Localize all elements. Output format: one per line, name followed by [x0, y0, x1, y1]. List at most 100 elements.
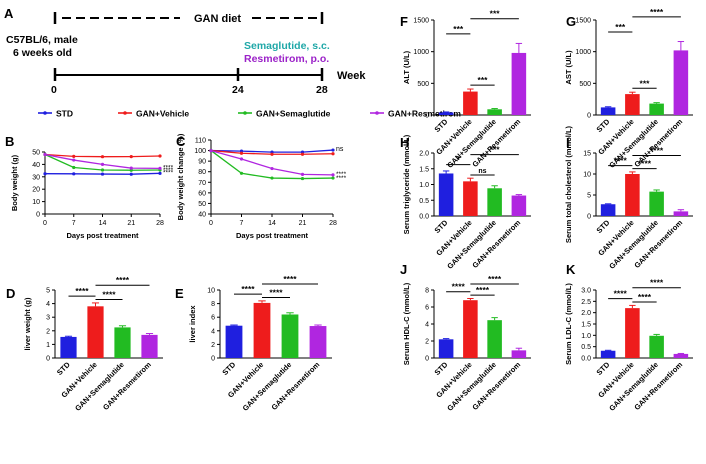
y-axis-label: liver index — [188, 305, 197, 343]
significance-label: **** — [638, 159, 652, 169]
y-tick-label: 5 — [587, 193, 591, 200]
panel-letter-e: E — [175, 286, 184, 301]
y-tick-label: 8 — [211, 301, 215, 308]
panel-a: A GAN diet C57BL/6, male 6 weeks old Sem… — [4, 6, 366, 96]
data-point-vehicle — [331, 152, 335, 156]
significance-label: *** — [615, 22, 626, 32]
y-tick-label: 0 — [425, 356, 429, 363]
y-tick-label: 10 — [207, 288, 215, 295]
legend-label-sema: GAN+Semaglutide — [256, 109, 331, 119]
y-tick-label: 0 — [425, 113, 429, 120]
significance-label: **** — [116, 275, 130, 285]
data-point-std — [100, 172, 105, 176]
data-point-sema — [72, 165, 76, 170]
bar-std — [225, 325, 243, 358]
bar-vehicle — [625, 308, 640, 358]
y-tick-label: 2 — [46, 328, 50, 335]
data-point-resm — [100, 162, 105, 166]
bar-std — [438, 173, 454, 216]
y-tick-label: 15 — [583, 151, 591, 158]
y-tick-label: 6 — [211, 315, 215, 322]
data-point-vehicle — [270, 152, 274, 156]
y-tick-label: 1000 — [413, 49, 429, 56]
legend-marker-sema — [243, 111, 247, 115]
category-label: STD — [433, 360, 450, 377]
y-tick-label: 2.0 — [581, 310, 591, 317]
y-tick-label: 2 — [425, 339, 429, 346]
data-point-std — [43, 172, 47, 176]
significance-label: **** — [75, 286, 89, 296]
significance-label: * — [457, 155, 461, 165]
y-tick-label: 3.0 — [581, 288, 591, 295]
bar-vehicle — [463, 91, 478, 115]
y-tick-label: 40 — [32, 162, 40, 169]
y-tick-label: 2.0 — [419, 151, 429, 158]
significance-label: *** — [453, 24, 464, 34]
significance-label: *** — [478, 75, 489, 85]
x-axis-label: Days post treatment — [236, 231, 309, 240]
bar-sema — [281, 314, 299, 358]
significance-label: *** — [490, 9, 501, 19]
series-legend: STD GAN+Vehicle GAN+Semaglutide GAN+Resmeti… — [38, 109, 461, 119]
y-tick-label: 50 — [32, 150, 40, 157]
significance-label: **** — [283, 274, 297, 284]
panel-letter-f: F — [400, 14, 408, 29]
bar-std — [438, 339, 454, 358]
data-point-resm — [209, 148, 213, 153]
y-tick-label: 0 — [587, 214, 591, 221]
significance-label: *** — [640, 78, 651, 88]
significance-label: **** — [102, 290, 116, 300]
y-tick-label: 500 — [579, 81, 591, 88]
x-tick-label: 28 — [156, 220, 164, 227]
data-point-std — [129, 172, 133, 176]
y-tick-label: 500 — [417, 81, 429, 88]
bar-sema — [649, 191, 664, 216]
category-label: STD — [55, 360, 72, 377]
y-tick-label: 20 — [32, 187, 40, 194]
y-tick-label: 110 — [195, 138, 206, 145]
significance-label: **** — [336, 171, 347, 178]
x-tick-label: 7 — [72, 220, 76, 227]
bar-sema — [487, 109, 502, 115]
bar-std — [600, 107, 616, 115]
legend-marker-std — [43, 111, 47, 115]
panel-letter-c: C — [176, 134, 186, 149]
significance-label: **** — [650, 7, 664, 17]
data-point-sema — [239, 171, 244, 175]
data-point-std — [72, 172, 76, 176]
data-point-vehicle — [129, 154, 133, 159]
y-tick-label: 50 — [198, 201, 206, 208]
bar-std — [600, 350, 616, 358]
significance-label: ns — [336, 146, 344, 153]
bar-sema — [114, 327, 131, 358]
bar-vehicle — [625, 174, 640, 216]
category-label: STD — [595, 218, 612, 235]
y-tick-label: 10 — [583, 172, 591, 179]
data-point-sema — [300, 176, 305, 181]
bar-std — [438, 112, 454, 115]
chart-k: K 0.0 0.5 1.0 1.5 2.0 2.5 3.0 Serum LDL-C (mmol/… — [564, 262, 693, 413]
significance-label: **** — [163, 165, 174, 172]
y-tick-label: 0.0 — [419, 214, 429, 221]
y-tick-label: 0 — [211, 356, 215, 363]
mouse-age: 6 weeks old — [13, 47, 72, 59]
y-tick-label: 1000 — [575, 49, 591, 56]
y-tick-label: 0 — [46, 356, 50, 363]
significance-label: **** — [241, 284, 255, 294]
drug-semaglutide: Semaglutide, s.c. — [244, 40, 330, 52]
y-tick-label: 4 — [46, 301, 50, 308]
x-tick-label: 28 — [329, 220, 337, 227]
significance-label: *** — [490, 145, 501, 155]
data-point-vehicle — [100, 155, 105, 159]
panel-letter-a: A — [4, 6, 14, 21]
x-tick-label: 21 — [127, 220, 135, 227]
data-point-resm — [72, 158, 76, 162]
x-axis-label: Days post treatment — [66, 231, 139, 240]
bar-resm — [673, 353, 689, 358]
y-tick-label: 0.0 — [581, 356, 591, 363]
y-tick-label: 80 — [198, 169, 206, 176]
